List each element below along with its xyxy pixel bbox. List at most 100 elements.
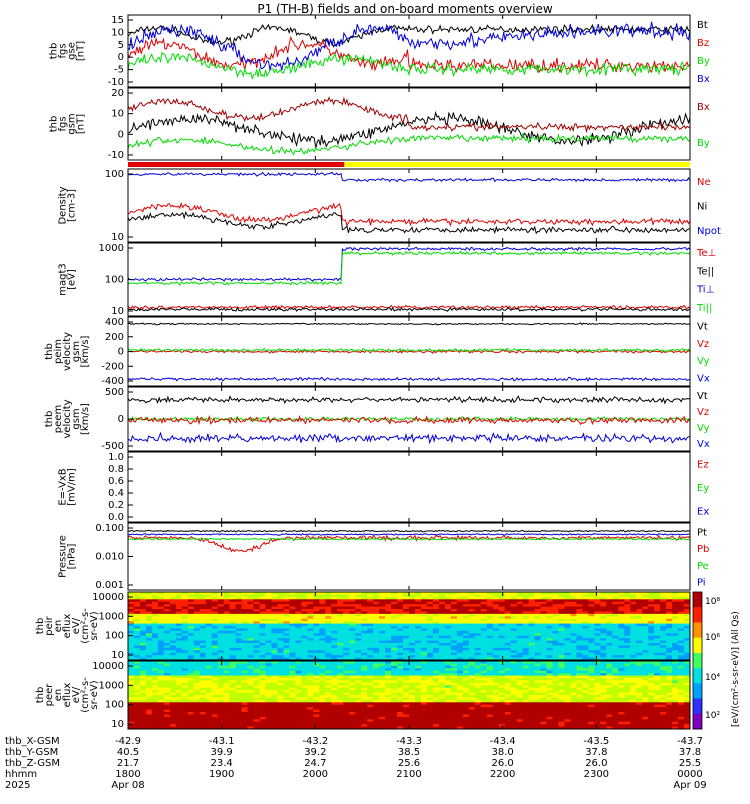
spectrogram-cell [229, 594, 237, 598]
spectrogram-cell [391, 613, 398, 617]
spectrogram-cell [253, 690, 260, 693]
spectrogram-cell [139, 601, 147, 605]
spectrogram-cell [480, 596, 488, 600]
spectrogram-cell [648, 652, 655, 656]
spectrogram-cell [253, 716, 260, 720]
spectrogram-cell [283, 601, 290, 605]
spectrogram-cell [391, 680, 398, 684]
spectrogram-cell [313, 640, 320, 644]
spectrogram-cell [636, 692, 643, 696]
spectrogram-cell [175, 599, 183, 603]
spectrogram-cell [181, 704, 189, 708]
spectrogram-cell [403, 630, 410, 634]
spectrogram-cell [313, 712, 320, 715]
spectrogram-cell [660, 661, 667, 664]
spectrogram-cell [618, 640, 625, 644]
spectrogram-cell [648, 623, 655, 627]
spectrogram-cell [516, 687, 523, 691]
spectrogram-cell [462, 678, 470, 681]
spectrogram-cell [223, 673, 231, 676]
spectrogram-cell [289, 704, 296, 708]
spectrogram-cell [295, 638, 302, 641]
spectrogram-cell [128, 601, 135, 605]
spectrogram-cell [606, 682, 613, 686]
spectrogram-cell [570, 621, 577, 624]
spectrogram-cell [181, 596, 189, 600]
spectrogram-cell [193, 709, 201, 713]
spectrogram-cell [522, 611, 529, 615]
spectrogram-cell [510, 635, 518, 639]
spectrogram-cell [325, 630, 332, 634]
spectrogram-cell [199, 616, 207, 620]
spectrogram-cell [540, 621, 547, 624]
spectrogram-cell [450, 626, 458, 629]
spectrogram-cell [295, 661, 302, 664]
spectrogram-cell [654, 596, 661, 600]
spectrogram-cell [151, 606, 159, 610]
spectrogram-cell [277, 712, 284, 715]
spectrogram-cell [409, 668, 416, 672]
spectrogram-cell [414, 665, 422, 669]
spectrogram-cell [403, 704, 410, 708]
spectrogram-cell [397, 630, 404, 634]
spectrogram-cell [498, 613, 506, 617]
spectrogram-cell [582, 714, 589, 718]
spectrogram-cell [642, 714, 649, 718]
spectrogram-cell [498, 650, 506, 654]
spectrogram-cell [145, 690, 153, 693]
spectrogram-cell [193, 699, 201, 703]
spectrogram-cell [582, 652, 589, 656]
spectrogram-cell [678, 716, 685, 720]
spectrogram-cell [313, 687, 320, 691]
spectrogram-cell [397, 697, 404, 701]
spectrogram-cell [600, 621, 607, 624]
spectrogram-cell [612, 640, 619, 644]
spectrogram-cell [265, 650, 272, 654]
spectrogram-cell [379, 661, 386, 664]
spectrogram-cell [540, 712, 547, 715]
spectrogram-cell [654, 678, 661, 681]
spectrogram-cell [193, 678, 201, 681]
spectrogram-cell [128, 702, 135, 706]
trace-peem-vx [127, 431, 691, 445]
spectrogram-cell [367, 609, 374, 612]
spectrogram-cell [295, 714, 302, 718]
spectrogram-cell [546, 635, 553, 639]
spectrogram-cell [558, 633, 565, 637]
spectrogram-cell [193, 616, 201, 620]
spectrogram-cell [325, 626, 332, 629]
spectrogram-cell [504, 690, 512, 693]
spectrogram-cell [480, 670, 488, 674]
spectrogram-cell [373, 604, 380, 607]
spectrogram-cell [337, 709, 344, 713]
spectrogram-cell [175, 675, 183, 679]
spectrogram-cell [606, 630, 613, 634]
spectrogram-cell [343, 675, 350, 679]
spectrogram-cell [397, 635, 404, 639]
spectrogram-cell [277, 685, 284, 689]
spectrogram-cell [636, 668, 643, 672]
spectrogram-cell [426, 626, 434, 629]
spectrogram-cell [546, 601, 553, 605]
spectrogram-cell [666, 596, 673, 600]
spectrogram-cell [325, 655, 332, 658]
spectrogram-cell [672, 663, 679, 667]
spectrogram-cell [492, 643, 500, 646]
spectrogram-cell [528, 609, 535, 612]
spectrogram-cell [235, 657, 242, 661]
spectrogram-cell [265, 630, 272, 634]
spectrogram-cell [277, 678, 284, 681]
spectrogram-cell [133, 643, 141, 646]
spectrogram-cell [468, 633, 476, 637]
spectrogram-cell [552, 704, 559, 708]
spectrogram-cell [564, 661, 571, 664]
spectrogram-cell [283, 675, 290, 679]
spectrogram-cell [361, 623, 368, 627]
spectrogram-cell [277, 635, 284, 639]
spectrogram-cell [654, 665, 661, 669]
spectrogram-cell [211, 719, 219, 723]
spectrogram-cell [211, 645, 219, 649]
spectrogram-cell [558, 661, 565, 664]
spectrogram-cell [217, 682, 225, 686]
spectrogram-cell [468, 623, 476, 627]
